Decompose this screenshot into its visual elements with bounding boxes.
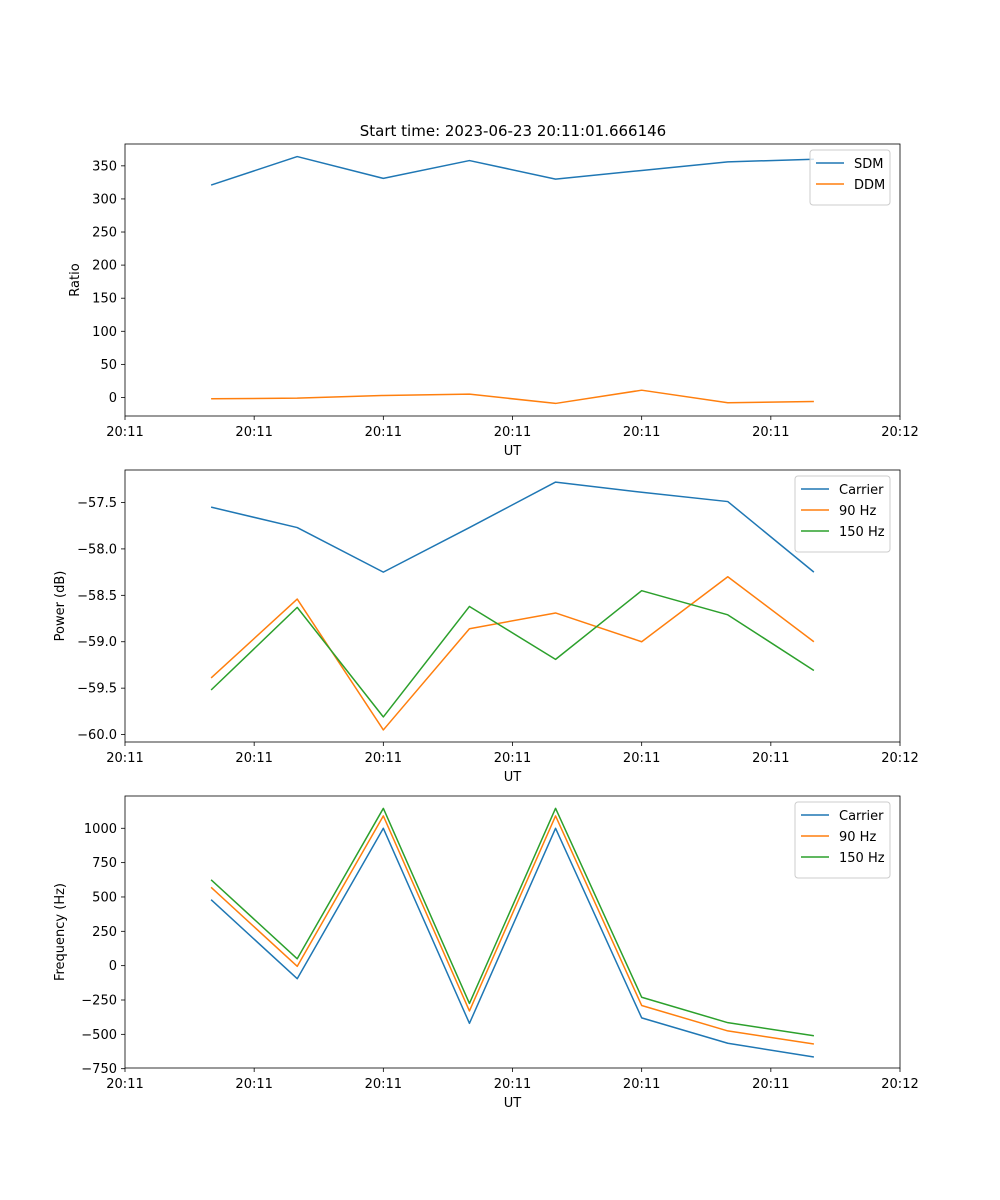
y-tick-label: −250: [81, 994, 117, 1009]
y-axis-label: Ratio: [68, 263, 83, 296]
x-tick-label: 20:11: [752, 425, 789, 440]
y-tick-label: 1000: [84, 822, 117, 837]
y-tick-label: 500: [92, 890, 117, 905]
y-tick-label: −750: [81, 1062, 117, 1077]
series-line-150-hz: [210, 589, 815, 718]
x-axis-label: UT: [504, 770, 522, 785]
series-line-carrier: [210, 481, 815, 573]
x-tick-label: 20:11: [494, 425, 531, 440]
x-tick-label: 20:11: [623, 751, 660, 766]
x-tick-label: 20:11: [235, 751, 272, 766]
x-tick-label: 20:11: [235, 425, 272, 440]
y-tick-label: −58.5: [77, 589, 117, 604]
x-tick-label: 20:12: [881, 425, 918, 440]
x-tick-label: 20:11: [623, 425, 660, 440]
series-line-90-hz: [210, 576, 815, 731]
legend-label: 150 Hz: [839, 851, 885, 866]
y-tick-label: 50: [100, 358, 117, 373]
chart-panel-3: 20:11 20:11 20:11 20:11 20:11 20:11 20:12 −750 −…: [53, 795, 919, 1111]
x-tick-label: 20:12: [881, 1077, 918, 1092]
legend-label: 90 Hz: [839, 830, 876, 845]
y-tick-label: 300: [92, 192, 117, 207]
figure-title: Start time: 2023-06-23 20:11:01.666146: [360, 122, 666, 140]
chart-panel-2: 20:11 20:11 20:11 20:11 20:11 20:11 20:12 −60.0…: [53, 469, 919, 785]
panels: 20:11 20:11 20:11 20:11 20:11 20:11 20:12 0 50 10…: [53, 143, 919, 1111]
y-tick-label: 150: [92, 292, 117, 307]
legend-label: Carrier: [839, 483, 884, 498]
y-tick-label: 250: [92, 925, 117, 940]
legend-label: 90 Hz: [839, 504, 876, 519]
x-tick-label: 20:11: [752, 751, 789, 766]
series-line-150-hz: [210, 807, 815, 1037]
x-tick-label: 20:11: [235, 1077, 272, 1092]
series-line-carrier: [210, 827, 815, 1058]
x-tick-label: 20:11: [494, 1077, 531, 1092]
legend-box: [794, 801, 891, 879]
y-tick-label: −500: [81, 1028, 117, 1043]
y-tick-label: −58.0: [77, 542, 117, 557]
y-axis-label: Frequency (Hz): [53, 883, 68, 981]
chart-panel-1: 20:11 20:11 20:11 20:11 20:11 20:11 20:12 0 50 10…: [68, 143, 919, 459]
x-tick-label: 20:12: [881, 751, 918, 766]
x-tick-label: 20:11: [752, 1077, 789, 1092]
y-tick-label: −60.0: [77, 728, 117, 743]
y-tick-label: 200: [92, 259, 117, 274]
y-tick-label: −57.5: [77, 496, 117, 511]
y-tick-label: 350: [92, 159, 117, 174]
legend-label: SDM: [854, 157, 883, 172]
x-tick-label: 20:11: [494, 751, 531, 766]
x-tick-label: 20:11: [623, 1077, 660, 1092]
x-tick-label: 20:11: [365, 425, 402, 440]
y-tick-label: 0: [109, 391, 117, 406]
x-tick-label: 20:11: [106, 751, 143, 766]
x-tick-label: 20:11: [106, 1077, 143, 1092]
series-line-90-hz: [210, 815, 815, 1045]
y-tick-label: 100: [92, 325, 117, 340]
series-line-sdm: [210, 155, 814, 186]
y-tick-label: 0: [109, 959, 117, 974]
legend-label: DDM: [854, 178, 885, 193]
x-axis-label: UT: [504, 1096, 522, 1111]
y-tick-label: 750: [92, 856, 117, 871]
x-tick-label: 20:11: [106, 425, 143, 440]
y-axis-label: Power (dB): [53, 571, 68, 642]
y-tick-label: 250: [92, 226, 117, 241]
legend-label: Carrier: [839, 809, 884, 824]
x-axis-label: UT: [504, 444, 522, 459]
legend-box: [794, 475, 891, 553]
x-tick-label: 20:11: [365, 1077, 402, 1092]
y-tick-label: −59.0: [77, 635, 117, 650]
series-line-ddm: [211, 389, 814, 405]
legend-label: 150 Hz: [839, 525, 885, 540]
y-tick-label: −59.5: [77, 682, 117, 697]
x-tick-label: 20:11: [365, 751, 402, 766]
